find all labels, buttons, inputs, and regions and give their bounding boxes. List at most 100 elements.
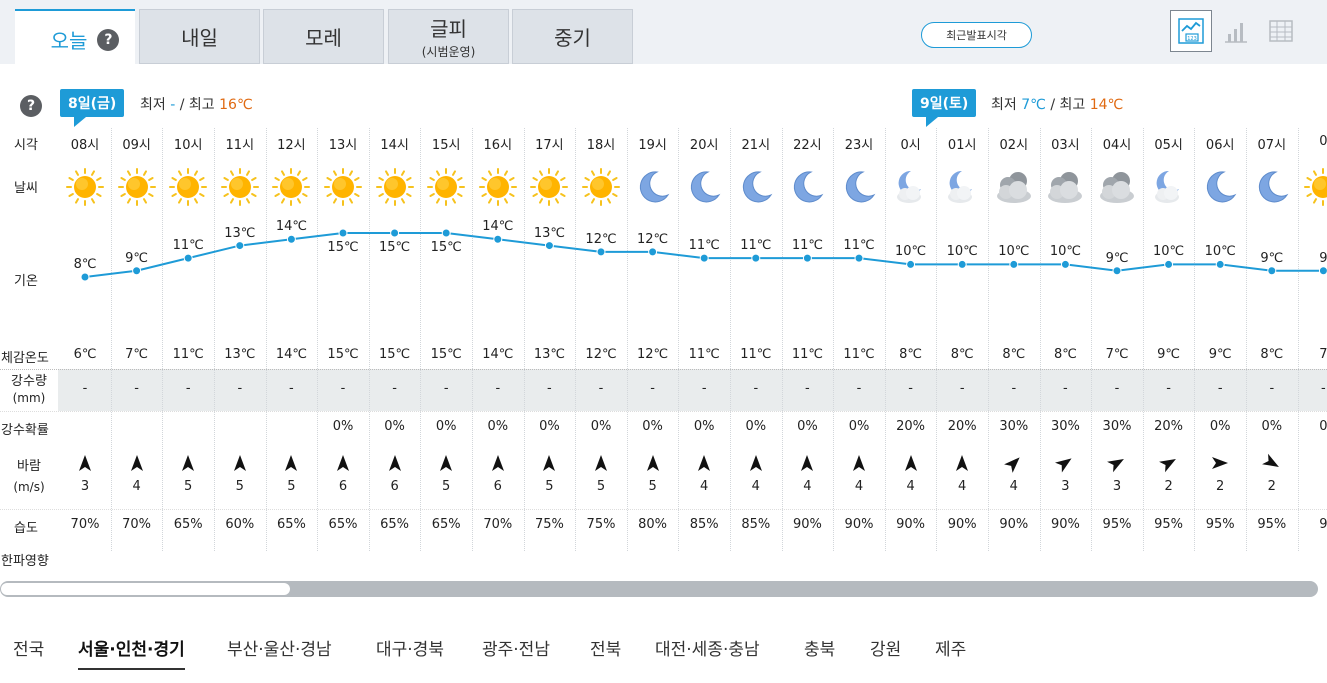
graph-view-button[interactable]: 123: [1170, 10, 1212, 52]
wind-direction-icon: [1158, 453, 1179, 473]
precip-value: -: [805, 381, 810, 396]
tab-today[interactable]: 오늘 ?: [15, 9, 135, 64]
region-tab[interactable]: 전국: [13, 640, 45, 660]
region-tab[interactable]: 강원: [870, 640, 902, 660]
moon-icon: [1198, 167, 1242, 207]
tab-third-day-label: 글피: [430, 17, 467, 41]
humidity-value: 9: [1319, 517, 1327, 532]
temperature-point: [286, 234, 296, 244]
hour-label: 07시: [1257, 138, 1287, 153]
day2-badge: 9일(토): [912, 89, 977, 127]
column-separator: [1091, 128, 1093, 551]
tab-day-after[interactable]: 모레: [263, 9, 384, 64]
region-tab[interactable]: 전북: [590, 640, 622, 660]
temp-help-icon[interactable]: ?: [20, 95, 42, 117]
label-precip-unit: (mm): [12, 391, 46, 405]
sun-icon: [476, 167, 520, 207]
moon-cloud-icon: [889, 167, 933, 207]
feels-like-value: 11℃: [843, 347, 875, 362]
table-view-button[interactable]: [1260, 10, 1302, 52]
column-separator: [1246, 128, 1247, 551]
temperature-point: [1009, 259, 1019, 269]
column-separator: [1194, 128, 1196, 551]
help-icon[interactable]: ?: [97, 28, 120, 51]
bar-view-button[interactable]: [1215, 10, 1257, 52]
wind-direction-icon: [436, 453, 456, 473]
humidity-value: 70%: [70, 517, 100, 532]
wind-speed-value: 3: [80, 479, 90, 494]
recent-announcement-button[interactable]: 최근발표시각: [921, 22, 1032, 48]
precip-value: -: [547, 381, 552, 396]
precip-prob-value: 20%: [1154, 419, 1184, 434]
feels-like-value: 12℃: [585, 347, 617, 362]
precip-value: -: [185, 381, 191, 396]
precip-value: -: [1063, 381, 1068, 396]
precip-prob-value: 30%: [1102, 419, 1132, 434]
column-separator: [1142, 128, 1144, 551]
wind-speed-value: 6: [493, 479, 502, 494]
region-tab[interactable]: 제주: [935, 640, 967, 660]
region-tab[interactable]: 대전·세종·충남: [655, 640, 760, 660]
temperature-point: [235, 241, 245, 251]
moon-cloud-icon: [1147, 167, 1191, 207]
tab-tomorrow[interactable]: 내일: [139, 9, 260, 64]
hour-label: 05시: [1154, 138, 1183, 153]
sun-icon: [424, 167, 468, 207]
tab-midterm[interactable]: 중기: [512, 9, 633, 64]
precip-prob-value: 0%: [487, 419, 509, 434]
feels-like-value: 14℃: [482, 347, 514, 362]
humidity-value: 65%: [173, 517, 203, 532]
column-separator: [472, 128, 473, 551]
wind-speed-value: 5: [235, 479, 244, 494]
region-tab[interactable]: 광주·전남: [482, 640, 550, 660]
precip-prob-value: 30%: [1050, 419, 1080, 434]
wind-direction-icon: [1055, 453, 1075, 473]
sun-icon: [63, 167, 107, 207]
horizontal-scrollbar[interactable]: [0, 581, 1318, 597]
temperature-label: 8℃: [73, 257, 97, 272]
temperature-point: [183, 253, 193, 263]
temperature-label: 10℃: [1204, 244, 1236, 260]
wind-speed-value: 5: [184, 479, 193, 494]
humidity-value: 95%: [1102, 517, 1132, 532]
hour-label: 12시: [277, 138, 306, 153]
day1-badge: 8일(금): [60, 89, 125, 127]
temperature-point: [390, 228, 400, 238]
precip-value: -: [443, 381, 449, 396]
column-separator: [833, 128, 835, 551]
hour-label: 22시: [793, 138, 822, 153]
temperature-label: 15℃: [379, 240, 411, 255]
feels-like-value: 8℃: [950, 347, 974, 362]
temperature-label: 15℃: [430, 240, 462, 255]
hour-label: 13시: [328, 138, 358, 153]
region-tab[interactable]: 충북: [804, 640, 836, 660]
humidity-value: 90%: [844, 517, 874, 532]
tab-third-day-sub: (시범운영): [421, 45, 476, 59]
region-tab[interactable]: 대구·경북: [376, 640, 444, 660]
hour-label: 0: [1319, 134, 1327, 149]
wind-direction-icon: [643, 453, 663, 473]
column-separator: [936, 128, 938, 551]
precip-value: -: [856, 381, 862, 396]
hour-label: 11시: [225, 138, 255, 153]
moon-icon: [785, 167, 829, 207]
precip-prob-value: 0%: [435, 419, 457, 434]
column-separator: [884, 128, 886, 551]
precip-value: -: [82, 381, 88, 396]
scrollbar-thumb[interactable]: [1, 583, 290, 595]
column-separator: [523, 128, 525, 551]
region-tab[interactable]: 부산·울산·경남: [227, 640, 332, 660]
tab-day-after-label: 모레: [305, 26, 342, 50]
wind-speed-value: 5: [545, 479, 554, 494]
wind-speed-value: 4: [751, 479, 760, 494]
tab-third-day[interactable]: 글피 (시범운영): [388, 9, 509, 64]
precip-bottom-divider: [0, 411, 1327, 412]
hour-label: 04시: [1102, 138, 1132, 153]
cloudy-icon: [1043, 167, 1087, 207]
feels-like-value: 11℃: [740, 347, 772, 362]
wind-speed-value: 2: [1267, 479, 1276, 494]
temperature-point: [80, 272, 90, 282]
svg-text:123: 123: [1187, 36, 1197, 42]
humidity-value: 90%: [999, 517, 1029, 532]
region-tab[interactable]: 서울·인천·경기: [78, 635, 185, 670]
